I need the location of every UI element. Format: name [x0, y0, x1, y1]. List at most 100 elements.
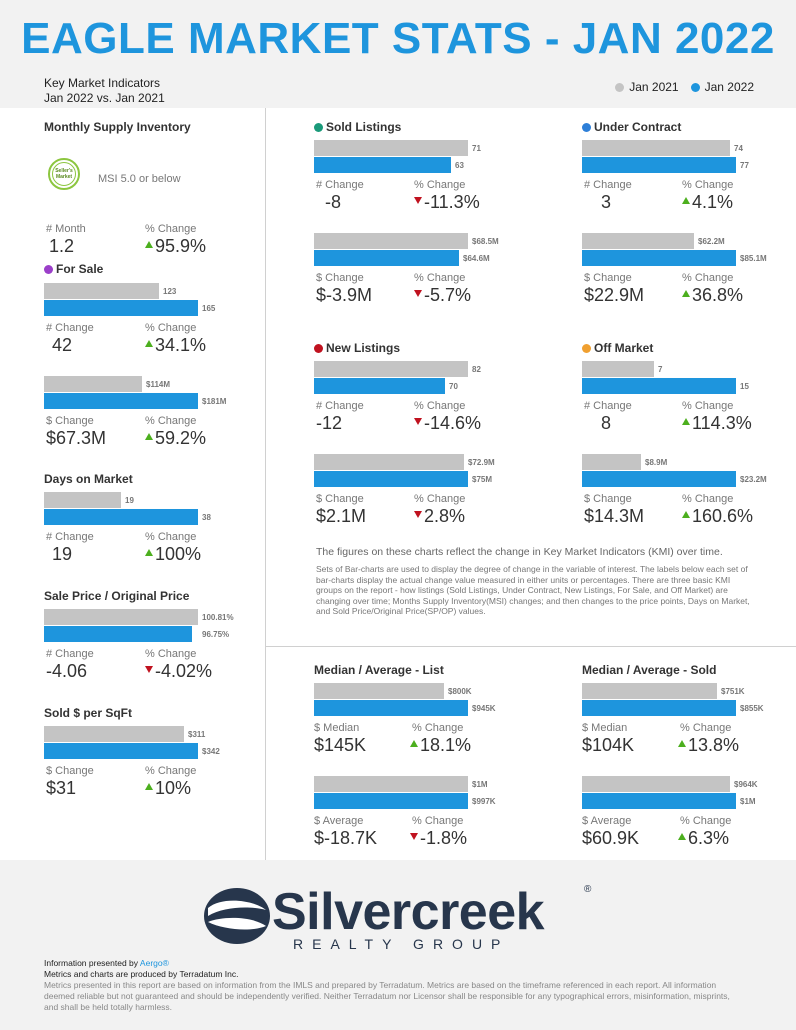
under-contract-count-label-b: % Change	[682, 179, 734, 191]
sold-dollar-value-b: -5.7%	[414, 285, 471, 306]
under-contract-dollar-value-a: $22.9M	[584, 285, 645, 305]
median-sold-title: Median / Average - Sold	[582, 663, 717, 677]
sold-dollar-bar-current	[314, 250, 459, 266]
up-arrow-icon	[145, 340, 153, 347]
up-arrow-icon	[145, 549, 153, 556]
median-list-median-bar-current	[314, 700, 468, 716]
for-sale-count-label-current: 165	[202, 304, 216, 313]
under-contract-count-bar-current	[582, 157, 736, 173]
median-sold-median-bar-prior	[582, 683, 717, 699]
under-contract-dollar-bar-current	[582, 250, 736, 266]
median-sold-average-value-a: $60.9K	[582, 828, 640, 848]
median-sold-median-label-b: % Change	[680, 722, 732, 734]
legend-dot-icon	[690, 82, 700, 92]
median-list-average-bar-prior	[314, 776, 468, 792]
legend: Jan 2021 Jan 2022	[615, 80, 754, 94]
median-list-median-value-a: $145K	[314, 735, 367, 755]
median-sold-average-label-current: $1M	[740, 797, 756, 806]
new-listings-count-label-current: 70	[449, 382, 458, 391]
msi-value-a: 1.2	[49, 236, 75, 256]
new-listings-count-bar-prior	[314, 361, 468, 377]
sold-dollar-label-a: $ Change	[316, 272, 364, 284]
median-list-median-label-current: $945K	[472, 704, 496, 713]
median-sold-average-label-b: % Change	[680, 815, 732, 827]
new-listings-count-label-prior: 82	[472, 365, 481, 374]
kmi-line1: Key Market Indicators	[44, 76, 161, 90]
sp-op-label-b: % Change	[145, 648, 197, 660]
up-arrow-icon	[682, 290, 690, 297]
legend-label: Jan 2021	[629, 80, 679, 94]
sqft-label-a: $ Change	[46, 765, 94, 777]
off-market-count-label-current: 15	[740, 382, 749, 391]
new-listings-dollar-bar-current	[314, 471, 468, 487]
sp-op-label-current: 96.75%	[202, 630, 230, 639]
for-sale-dollar-label-b: % Change	[145, 415, 197, 427]
up-arrow-icon	[145, 783, 153, 790]
dom-bar-current	[44, 509, 198, 525]
under-contract-dollar-label-prior: $62.2M	[698, 237, 725, 246]
median-list-average-label-prior: $1M	[472, 780, 488, 789]
off-market-dollar-label-b: % Change	[682, 493, 734, 505]
for-sale-count-bar-current	[44, 300, 198, 316]
down-arrow-icon	[414, 290, 422, 297]
sp-op-value-b: -4.02%	[145, 661, 212, 682]
sp-op-bar-prior	[44, 609, 198, 625]
new-listings-dollar-bar-prior	[314, 454, 464, 470]
aergo-link[interactable]: Aergo®	[139, 958, 169, 968]
off-market-dollar-value-a: $14.3M	[584, 506, 645, 526]
down-arrow-icon	[145, 666, 153, 673]
vertical-divider	[265, 108, 266, 860]
dom-label-current: 38	[202, 513, 211, 522]
legend-dot-icon	[615, 82, 625, 92]
under-contract-count-bar-prior	[582, 140, 730, 156]
median-sold-median-value-a: $104K	[582, 735, 635, 755]
badge-text: Seller's Market	[52, 162, 76, 186]
off-market-dollar-value-b: 160.6%	[682, 506, 753, 527]
disclaimer: Metrics presented in this report are bas…	[44, 980, 730, 1012]
off-market-count-bar-current	[582, 378, 736, 394]
produced-by: Metrics and charts are produced by Terra…	[44, 969, 239, 979]
for-sale-count-value-b: 34.1%	[145, 335, 206, 356]
up-arrow-icon	[682, 511, 690, 518]
median-list-median-label-prior: $800K	[448, 687, 472, 696]
for-sale-dollar-label-a: $ Change	[46, 415, 94, 427]
new-listings-dollar-value-b: 2.8%	[414, 506, 465, 527]
sqft-label-prior: $311	[188, 730, 206, 739]
off-market-count-label-b: % Change	[682, 400, 734, 412]
dom-label-a: # Change	[46, 531, 94, 543]
sold-count-label-current: 63	[455, 161, 464, 170]
median-sold-average-label-a: $ Average	[582, 815, 632, 827]
off-market-dollar-label-prior: $8.9M	[645, 458, 668, 467]
for-sale-dollar-label-current: $181M	[202, 397, 227, 406]
for-sale-count-value-a: 42	[52, 335, 73, 355]
up-arrow-icon	[145, 241, 153, 248]
under-contract-dot-icon	[582, 122, 591, 132]
explanation-paragraph: Sets of Bar-charts are used to display t…	[316, 564, 750, 616]
sp-op-value-a: -4.06	[46, 661, 88, 681]
up-arrow-icon	[682, 418, 690, 425]
median-list-median-label-a: $ Median	[314, 722, 360, 734]
dom-bar-prior	[44, 492, 121, 508]
under-contract-dollar-value-b: 36.8%	[682, 285, 743, 306]
median-list-median-label-b: % Change	[412, 722, 464, 734]
msi-label-b: % Change	[145, 223, 197, 235]
sqft-value-b: 10%	[145, 778, 191, 799]
dom-title: Days on Market	[44, 472, 133, 486]
new-listings-dollar-label-a: $ Change	[316, 493, 364, 505]
msi-criteria: MSI 5.0 or below	[98, 173, 181, 185]
median-sold-average-value-b: 6.3%	[678, 828, 729, 849]
sold-dollar-bar-prior	[314, 233, 468, 249]
under-contract-dollar-label-b: % Change	[682, 272, 734, 284]
dom-value-b: 100%	[145, 544, 201, 565]
median-sold-median-bar-current	[582, 700, 736, 716]
down-arrow-icon	[414, 418, 422, 425]
horizontal-divider	[266, 646, 796, 647]
under-contract-dollar-label-current: $85.1M	[740, 254, 767, 263]
median-list-average-label-b: % Change	[412, 815, 464, 827]
for-sale-dollar-value-a: $67.3M	[46, 428, 107, 448]
sold-count-bar-current	[314, 157, 451, 173]
off-market-dot-icon	[582, 343, 591, 353]
up-arrow-icon	[678, 833, 686, 840]
explanation-heading: The figures on these charts reflect the …	[316, 546, 723, 558]
median-list-average-label-a: $ Average	[314, 815, 364, 827]
